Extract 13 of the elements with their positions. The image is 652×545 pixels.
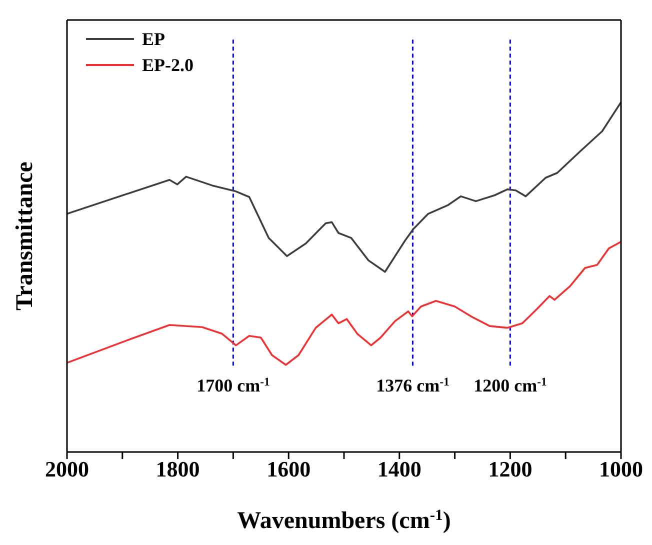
x-tick-label: 1000 (599, 456, 643, 482)
ref-line-label: 1200 cm$^{-1}$ (474, 375, 547, 396)
x-tick-label: 1600 (266, 456, 311, 482)
x-tick-label: 1400 (377, 456, 422, 482)
legend-label: EP (142, 28, 166, 48)
x-tick-label: 1800 (156, 456, 200, 482)
ref-line-label: 1700 cm$^{-1}$ (196, 375, 270, 396)
ref-line-label: 1376 cm$^{-1}$ (376, 375, 450, 396)
x-tick-label: 2000 (45, 456, 89, 482)
x-axis-title: Wavenumbers (cm$^{-1}$) (237, 506, 451, 534)
y-axis-title: Transmittance (12, 161, 38, 310)
x-tick-label: 1200 (488, 456, 532, 482)
legend-label: EP-2.0 (142, 54, 194, 74)
